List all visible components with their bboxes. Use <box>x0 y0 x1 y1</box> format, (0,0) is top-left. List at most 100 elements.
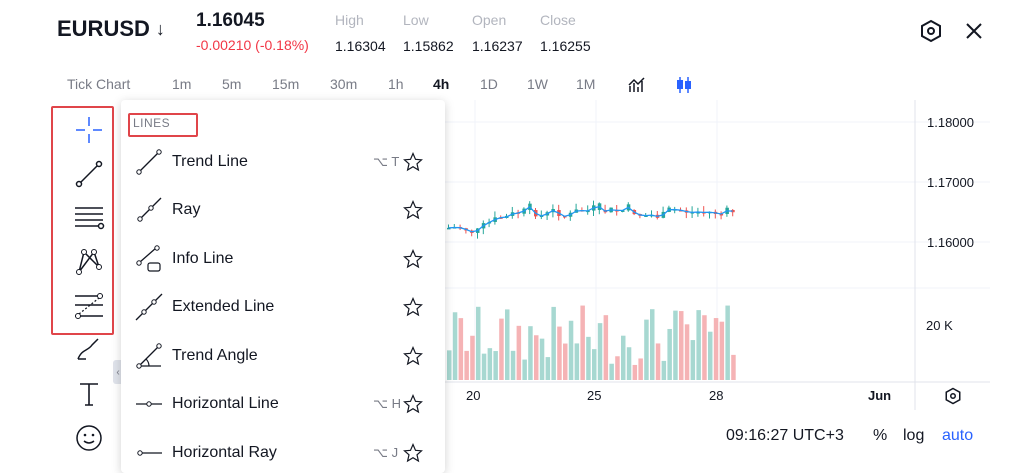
favorite-star-icon[interactable] <box>402 248 424 270</box>
emoji-icon[interactable] <box>72 421 106 455</box>
volume-bar <box>667 328 672 380</box>
hexagon-settings-icon[interactable] <box>918 18 944 44</box>
volume-bar <box>476 306 481 380</box>
price-change: -0.00210 (-0.18%) <box>196 37 309 53</box>
favorite-star-icon[interactable] <box>402 199 424 221</box>
trend-angle-icon <box>133 340 165 372</box>
volume-bar <box>487 348 493 380</box>
percent-toggle[interactable]: % <box>873 427 888 444</box>
favorite-star-icon[interactable] <box>402 296 424 318</box>
timeframe-5m[interactable]: 5m <box>222 76 242 92</box>
favorite-star-icon[interactable] <box>402 393 424 415</box>
hotkey-label: ⌥ J <box>373 445 399 460</box>
volume-bar <box>464 350 469 380</box>
section-label: LINES <box>133 116 171 130</box>
date-label: 20 <box>466 388 481 403</box>
volume-bar <box>574 343 580 380</box>
menu-item-trend-angle[interactable]: Trend Angle <box>121 332 445 380</box>
horizontal-lines-icon[interactable] <box>72 201 106 235</box>
menu-item-ray[interactable]: Ray <box>121 186 445 234</box>
timeframe-1w[interactable]: 1W <box>527 76 548 92</box>
tick-chart-tab[interactable]: Tick Chart <box>67 76 131 92</box>
volume-bar <box>713 318 719 380</box>
favorite-star-icon[interactable] <box>402 442 424 464</box>
highlight-box-section <box>128 113 198 137</box>
menu-item-label: Extended Line <box>172 298 275 315</box>
volume-bar <box>696 310 701 380</box>
volume-bar <box>493 351 498 380</box>
favorite-star-icon[interactable] <box>402 345 424 367</box>
hotkey-label: ⌥ H <box>373 396 401 411</box>
stat-value: 1.16304 <box>335 38 386 54</box>
close-icon[interactable] <box>961 18 987 44</box>
volume-bar <box>644 319 649 380</box>
volume-bar <box>528 326 533 380</box>
timeframe-1d[interactable]: 1D <box>480 76 498 92</box>
volume-bar <box>615 356 620 380</box>
menu-item-info-line[interactable]: Info Line <box>121 235 445 283</box>
horizontal-ray-icon <box>133 437 165 469</box>
volume-bar <box>510 350 516 380</box>
info-line-icon <box>133 243 165 275</box>
volume-bar <box>609 363 614 380</box>
crosshair-icon[interactable] <box>72 113 106 147</box>
menu-item-trend-line[interactable]: Trend Line ⌥ T <box>121 138 445 186</box>
hotkey-label: ⌥ T <box>373 154 400 169</box>
auto-toggle[interactable]: auto <box>942 427 974 444</box>
volume-bar <box>638 358 643 380</box>
menu-item-label: Info Line <box>172 250 234 267</box>
menu-item-horizontal-line[interactable]: Horizontal Line ⌥ H <box>121 380 445 428</box>
pattern-icon[interactable] <box>72 245 106 279</box>
volume-bar <box>499 318 504 380</box>
date-label: 25 <box>587 388 602 403</box>
clock-label[interactable]: 09:16:27 UTC+3 <box>726 427 844 444</box>
menu-item-label: Ray <box>172 201 201 218</box>
volume-bar <box>621 335 626 380</box>
candlestick-icon[interactable] <box>671 72 697 98</box>
collapse-handle[interactable]: ‹ <box>113 360 123 384</box>
highlight-box-toolbar <box>51 106 114 335</box>
timeframe-4h[interactable]: 4h <box>433 76 450 92</box>
volume-bar <box>626 347 632 380</box>
volume-bar <box>719 321 725 380</box>
menu-item-extended-line[interactable]: Extended Line <box>121 283 445 331</box>
timeframe-1mo[interactable]: 1M <box>576 76 596 92</box>
volume-bar <box>452 312 458 380</box>
fib-icon[interactable] <box>72 289 106 323</box>
volume-bar <box>557 326 562 380</box>
volume-bar <box>580 305 585 380</box>
volume-bar <box>655 343 661 380</box>
volume-bar <box>731 354 736 380</box>
volume-bar <box>586 336 591 380</box>
volume-bar <box>516 325 522 380</box>
stat-close: Close 1.16255 <box>540 12 591 54</box>
indicators-icon[interactable] <box>624 72 650 98</box>
candle-body <box>447 227 451 230</box>
volume-bar <box>447 350 452 380</box>
symbol-title[interactable]: EURUSD ↓ <box>57 16 165 42</box>
candle-body <box>719 213 724 216</box>
volume-bar <box>725 305 730 380</box>
volume-bars <box>447 305 736 380</box>
moving-average-line <box>448 205 733 233</box>
text-icon[interactable] <box>72 377 106 411</box>
stat-value: 1.16255 <box>540 38 591 54</box>
volume-bar <box>568 320 574 380</box>
timeframe-1h[interactable]: 1h <box>388 76 404 92</box>
volume-bar <box>563 343 568 380</box>
candle-body <box>731 210 735 213</box>
log-toggle[interactable]: log <box>903 427 925 444</box>
timeframe-15m[interactable]: 15m <box>272 76 300 92</box>
favorite-star-icon[interactable] <box>402 151 424 173</box>
timeframe-30m[interactable]: 30m <box>330 76 358 92</box>
timeframe-1m[interactable]: 1m <box>172 76 192 92</box>
volume-bar <box>650 309 655 380</box>
chart-settings-icon[interactable] <box>940 383 966 409</box>
price-chart[interactable] <box>445 100 990 410</box>
trend-line-tool-icon[interactable] <box>72 157 106 191</box>
brush-icon[interactable] <box>72 333 106 367</box>
volume-bar <box>708 331 713 380</box>
menu-item-label: Trend Line <box>172 153 248 170</box>
volume-bar <box>603 315 609 380</box>
menu-item-horizontal-ray[interactable]: Horizontal Ray ⌥ J <box>121 429 445 473</box>
